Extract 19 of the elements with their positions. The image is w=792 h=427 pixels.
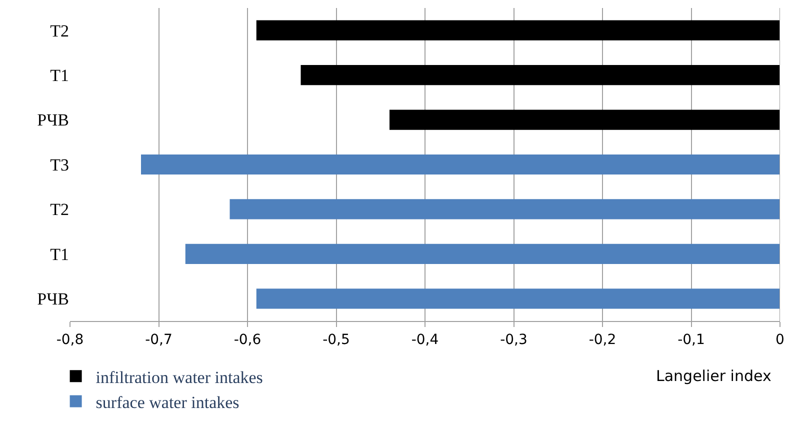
x-tick-label: -0,3 — [500, 332, 528, 348]
x-tick-label: -0,1 — [678, 332, 705, 348]
y-tick-label: T3 — [50, 155, 69, 174]
y-tick-label: T2 — [50, 200, 69, 220]
x-tick-label: -0,7 — [145, 332, 172, 348]
x-axis-title: Langelier index — [656, 367, 772, 385]
y-tick-label: T1 — [50, 244, 69, 264]
x-tick-label: -0,4 — [411, 332, 439, 348]
y-tick-label: РЧВ — [37, 110, 69, 130]
legend-label: infiltration water intakes — [96, 368, 263, 387]
x-tick-label: -0,8 — [56, 332, 84, 348]
y-tick-label: T2 — [50, 21, 69, 40]
y-tick-label: T1 — [50, 66, 69, 86]
x-tick-label: -0,6 — [234, 332, 262, 348]
legend-label: surface water intakes — [96, 392, 240, 412]
x-tick-label: -0,2 — [588, 332, 616, 348]
x-tick-label: -0,5 — [322, 332, 350, 348]
y-tick-label: РЧВ — [37, 290, 69, 309]
x-tick-label: 0 — [776, 332, 784, 348]
